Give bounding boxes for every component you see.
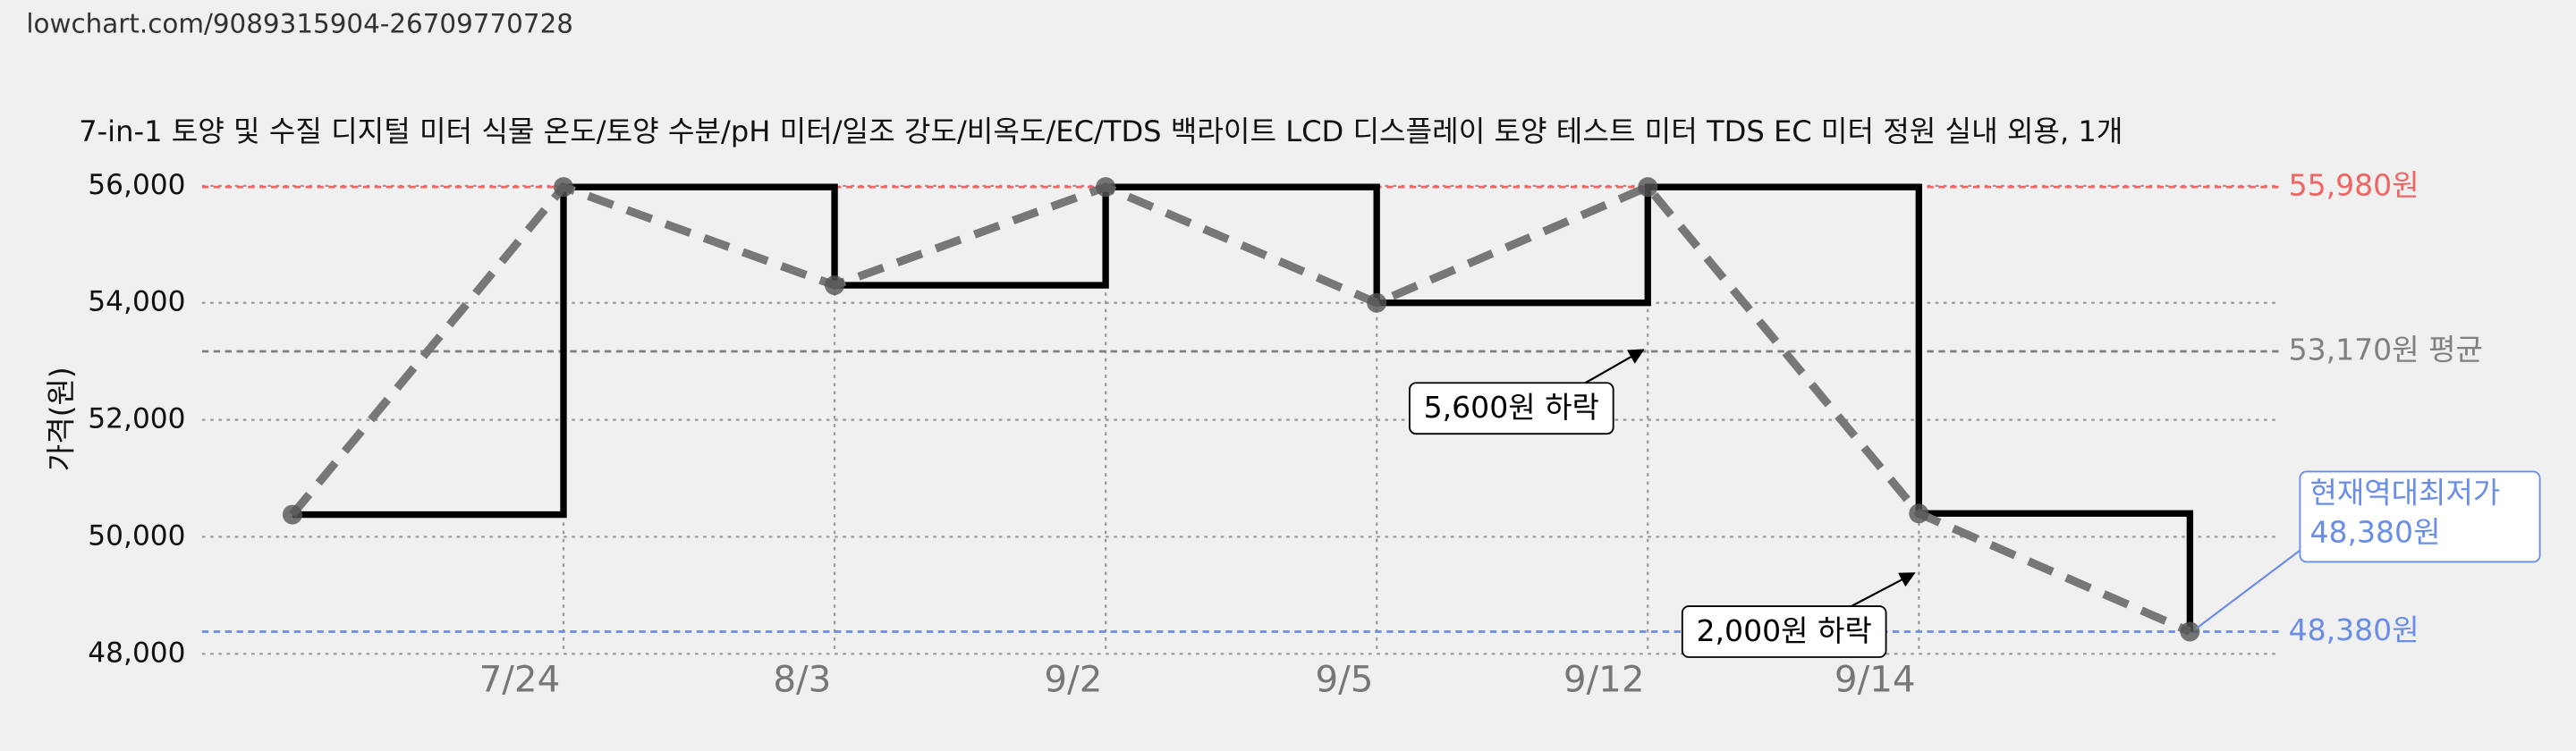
x-tick-label: 8/3 xyxy=(773,658,831,701)
point xyxy=(1096,177,1116,198)
trend-line xyxy=(289,181,2192,636)
x-tick-label: 9/2 xyxy=(1044,658,1102,701)
annotation-box xyxy=(1681,605,1887,658)
annotation-text: 5,600원 하락 xyxy=(1424,390,1599,425)
callout-line xyxy=(2196,549,2301,629)
point xyxy=(1638,177,1658,198)
chart-title: 7-in-1 토양 및 수질 디지털 미터 식물 온도/토양 수분/pH 미터/… xyxy=(79,114,2123,148)
annotation-text: 2,000원 하락 xyxy=(1697,613,1872,648)
callout-text: 현재역대최저가 xyxy=(2309,476,2500,511)
reference-label: 55,980원 xyxy=(2289,168,2419,203)
x-tick-label: 9/12 xyxy=(1563,658,1645,701)
point xyxy=(1909,503,1929,524)
annotation-arrow xyxy=(1847,572,1916,609)
annotation-box xyxy=(1409,382,1614,435)
reference-label: 53,170원 평균 xyxy=(2289,333,2483,367)
point xyxy=(553,177,574,198)
reference-label: 48,380원 xyxy=(2289,612,2419,647)
y-axis-label: 가격(원) xyxy=(43,367,78,471)
callout-text: 48,380원 xyxy=(2309,515,2440,550)
x-tick-label: 9/14 xyxy=(1835,658,1916,701)
x-tick-label: 7/24 xyxy=(479,658,561,701)
step-line xyxy=(292,183,2194,632)
x-tick-label: 9/5 xyxy=(1315,658,1373,701)
annotation-arrow xyxy=(1584,349,1645,384)
point xyxy=(1367,292,1387,313)
point xyxy=(2180,621,2200,642)
y-tick-label: 48,000 xyxy=(88,637,185,669)
y-tick-label: 52,000 xyxy=(88,403,185,435)
y-tick-label: 50,000 xyxy=(88,519,185,552)
url: lowchart.com/9089315904-26709770728 xyxy=(26,8,573,38)
point xyxy=(282,504,302,525)
y-tick-label: 56,000 xyxy=(88,169,185,201)
point xyxy=(825,275,845,296)
callout-box xyxy=(2299,470,2541,563)
y-tick-label: 54,000 xyxy=(88,286,185,318)
